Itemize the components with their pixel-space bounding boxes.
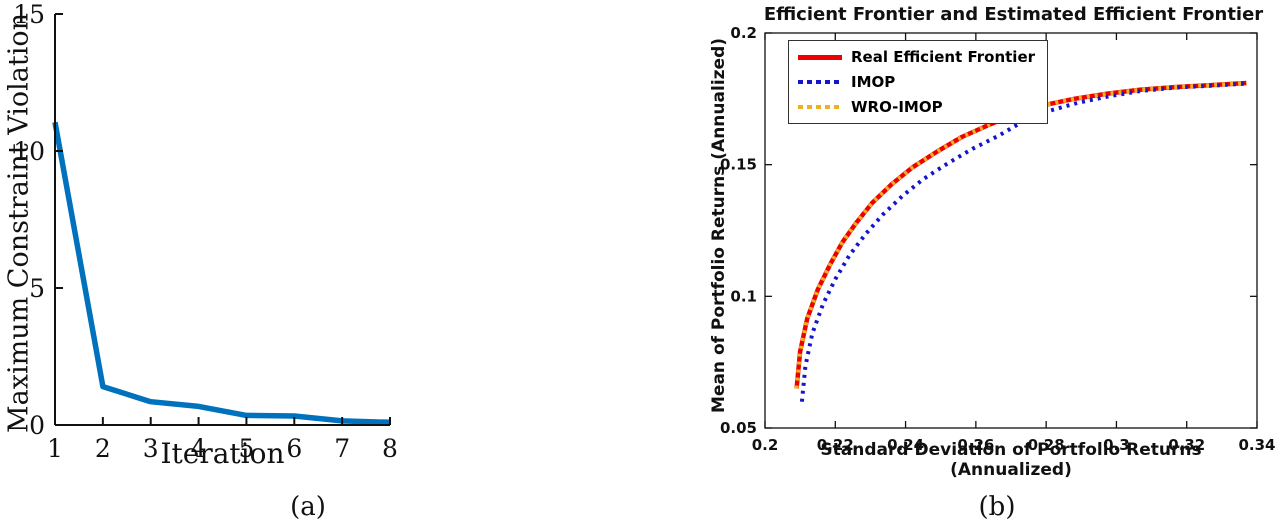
- svg-text:3: 3: [143, 434, 159, 463]
- svg-text:0.22: 0.22: [817, 436, 854, 454]
- legend-item-wro-imop: WRO-IMOP: [798, 98, 1035, 116]
- svg-text:6: 6: [286, 434, 302, 463]
- svg-text:1: 1: [47, 434, 63, 463]
- svg-text:0: 0: [29, 411, 45, 440]
- legend: Real Efficient Frontier IMOP WRO-IMOP: [788, 40, 1049, 124]
- svg-text:0.2: 0.2: [752, 436, 779, 454]
- legend-swatch-0: [798, 54, 842, 60]
- chart-a-canvas: 1 2 3 4 5 6 7 8 0 5 10 15: [13, 0, 398, 463]
- svg-text:15: 15: [13, 0, 45, 29]
- legend-item-real: Real Efficient Frontier: [798, 48, 1035, 66]
- legend-label-imop: IMOP: [851, 73, 896, 91]
- legend-label-real: Real Efficient Frontier: [851, 48, 1036, 66]
- caption-b: (b): [978, 492, 1016, 522]
- svg-text:0.26: 0.26: [957, 436, 994, 454]
- svg-text:0.05: 0.05: [720, 419, 757, 437]
- svg-text:0.28: 0.28: [1028, 436, 1065, 454]
- legend-swatch-2: [798, 105, 842, 109]
- svg-text:10: 10: [13, 137, 45, 166]
- legend-item-imop: IMOP: [798, 73, 1035, 91]
- caption-a: (a): [290, 492, 326, 522]
- svg-text:0.2: 0.2: [730, 25, 757, 42]
- legend-swatch-1: [798, 80, 842, 84]
- svg-text:7: 7: [334, 434, 350, 463]
- svg-text:2: 2: [95, 434, 111, 463]
- svg-text:0.3: 0.3: [1103, 436, 1130, 454]
- svg-text:8: 8: [382, 434, 398, 463]
- chart-a-xlabel: Iteration: [160, 437, 285, 470]
- svg-text:0.32: 0.32: [1168, 436, 1205, 454]
- chart-b-title: Efficient Frontier and Estimated Efficie…: [763, 4, 1264, 25]
- chart-b-canvas: 0.2 0.22 0.24 0.26 0.28 0.3 0.32 0.34 0.05 0.1 0.1…: [720, 25, 1276, 454]
- svg-text:0.24: 0.24: [887, 436, 924, 454]
- svg-text:5: 5: [238, 434, 254, 463]
- chart-b-xlabel: Standard Deviation of Portfolio Returns …: [820, 440, 1202, 480]
- svg-text:0.34: 0.34: [1238, 436, 1275, 454]
- svg-text:0.1: 0.1: [730, 287, 757, 305]
- svg-text:4: 4: [191, 434, 207, 463]
- legend-label-wro-imop: WRO-IMOP: [851, 98, 943, 116]
- svg-text:5: 5: [29, 274, 45, 303]
- svg-text:0.15: 0.15: [720, 156, 757, 174]
